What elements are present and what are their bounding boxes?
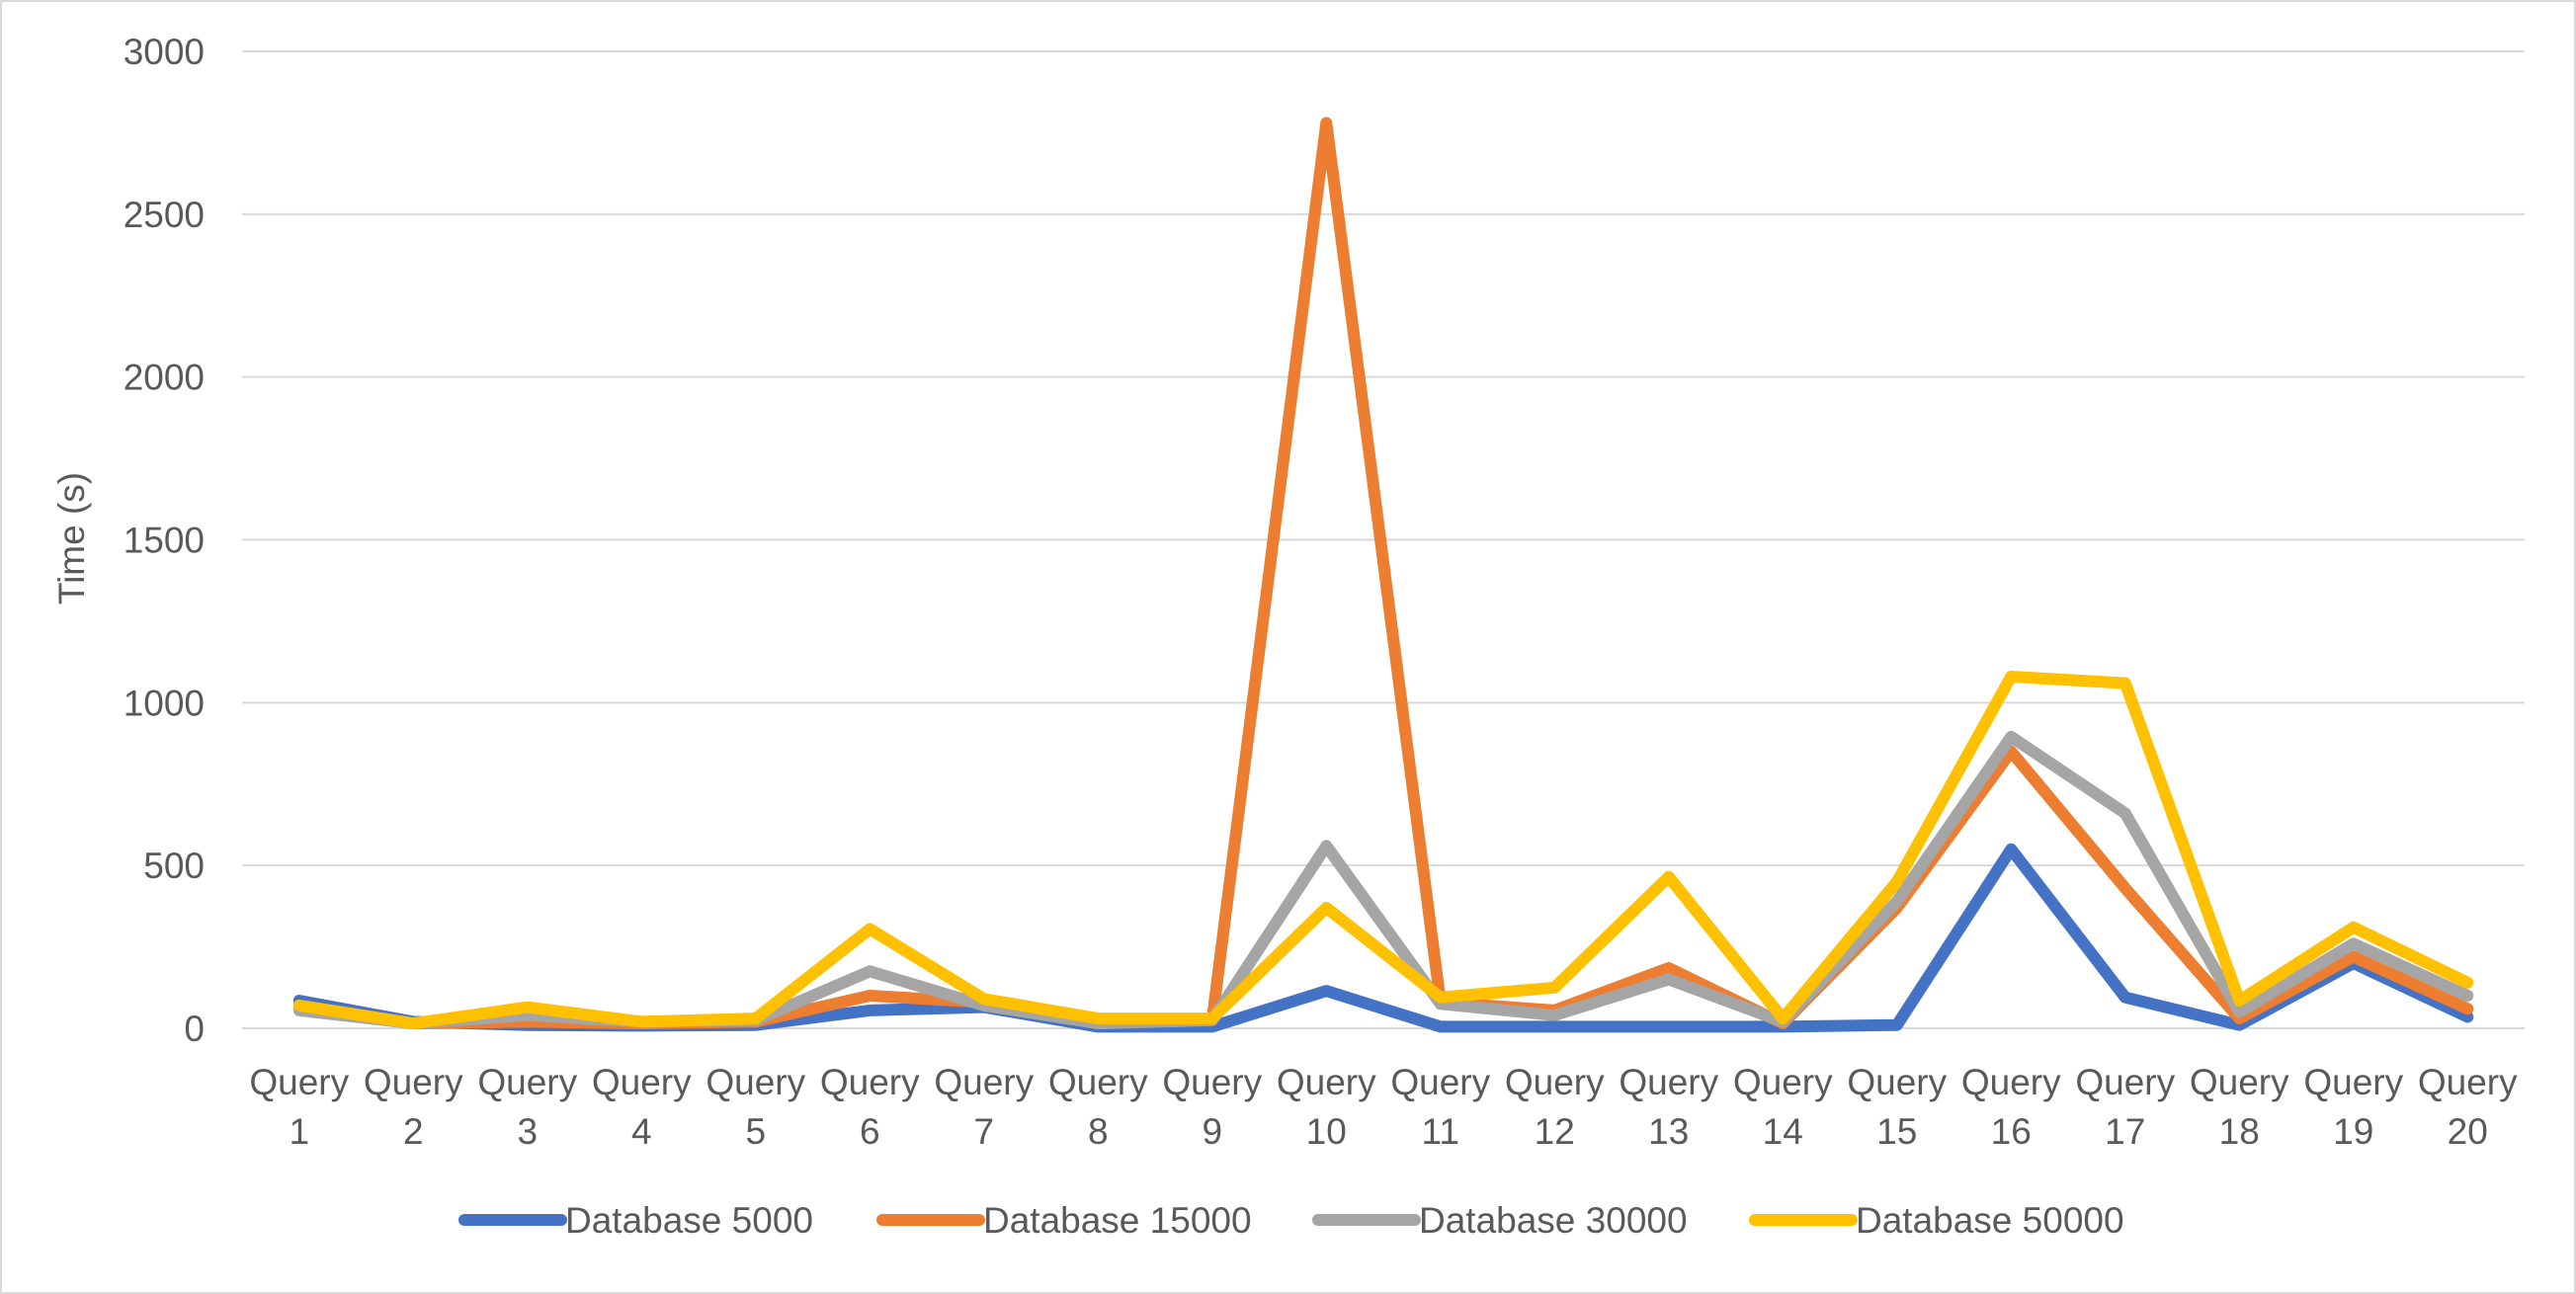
x-tick-label: Query 8: [1048, 1062, 1148, 1152]
y-axis-title: Time (s): [51, 472, 92, 605]
x-tick-label: Query 15: [1847, 1062, 1947, 1152]
x-tick-label: Query 18: [2190, 1062, 2289, 1152]
x-tick-label: Query 2: [364, 1062, 463, 1152]
legend-label: Database 30000: [1419, 1200, 1688, 1241]
y-tick-label: 3000: [124, 32, 205, 72]
x-tick-label: Query 10: [1277, 1062, 1376, 1152]
x-tick-label: Query 9: [1162, 1062, 1262, 1152]
legend: Database 5000 Database 15000 Database 3000…: [458, 1200, 2124, 1241]
legend-label: Database 5000: [565, 1200, 813, 1241]
legend-label: Database 50000: [1856, 1200, 2124, 1241]
x-tick-label: Query 20: [2418, 1062, 2518, 1152]
y-axis-ticks: 0 500 1000 1500 2000 2500 3000: [124, 32, 205, 1049]
x-tick-label: Query 12: [1505, 1062, 1605, 1152]
y-tick-label: 500: [143, 846, 205, 886]
x-tick-label: Query 14: [1733, 1062, 1833, 1152]
x-tick-label: Query 3: [477, 1062, 577, 1152]
series-line-4: [292, 671, 2474, 1030]
y-tick-label: 2500: [124, 195, 205, 235]
x-tick-label: Query 11: [1390, 1062, 1490, 1152]
y-tick-label: 2000: [124, 358, 205, 398]
x-tick-label: Query 1: [249, 1062, 349, 1152]
x-tick-label: Query 6: [820, 1062, 920, 1152]
y-tick-label: 1000: [124, 683, 205, 723]
x-tick-label: Query 19: [2303, 1062, 2403, 1152]
x-tick-label: Query 16: [1961, 1062, 2061, 1152]
x-tick-label: Query 17: [2075, 1062, 2175, 1152]
x-tick-label: Query 13: [1619, 1062, 1718, 1152]
series-lines: [292, 117, 2474, 1033]
series-line-1: [292, 843, 2474, 1033]
series-line-2: [292, 117, 2474, 1030]
x-tick-label: Query 4: [592, 1062, 692, 1152]
y-tick-label: 1500: [124, 521, 205, 561]
x-tick-label: Query 7: [934, 1062, 1034, 1152]
series-line-3: [292, 730, 2474, 1030]
y-tick-label: 0: [184, 1009, 205, 1049]
legend-label: Database 15000: [983, 1200, 1252, 1241]
x-tick-label: Query 5: [706, 1062, 805, 1152]
